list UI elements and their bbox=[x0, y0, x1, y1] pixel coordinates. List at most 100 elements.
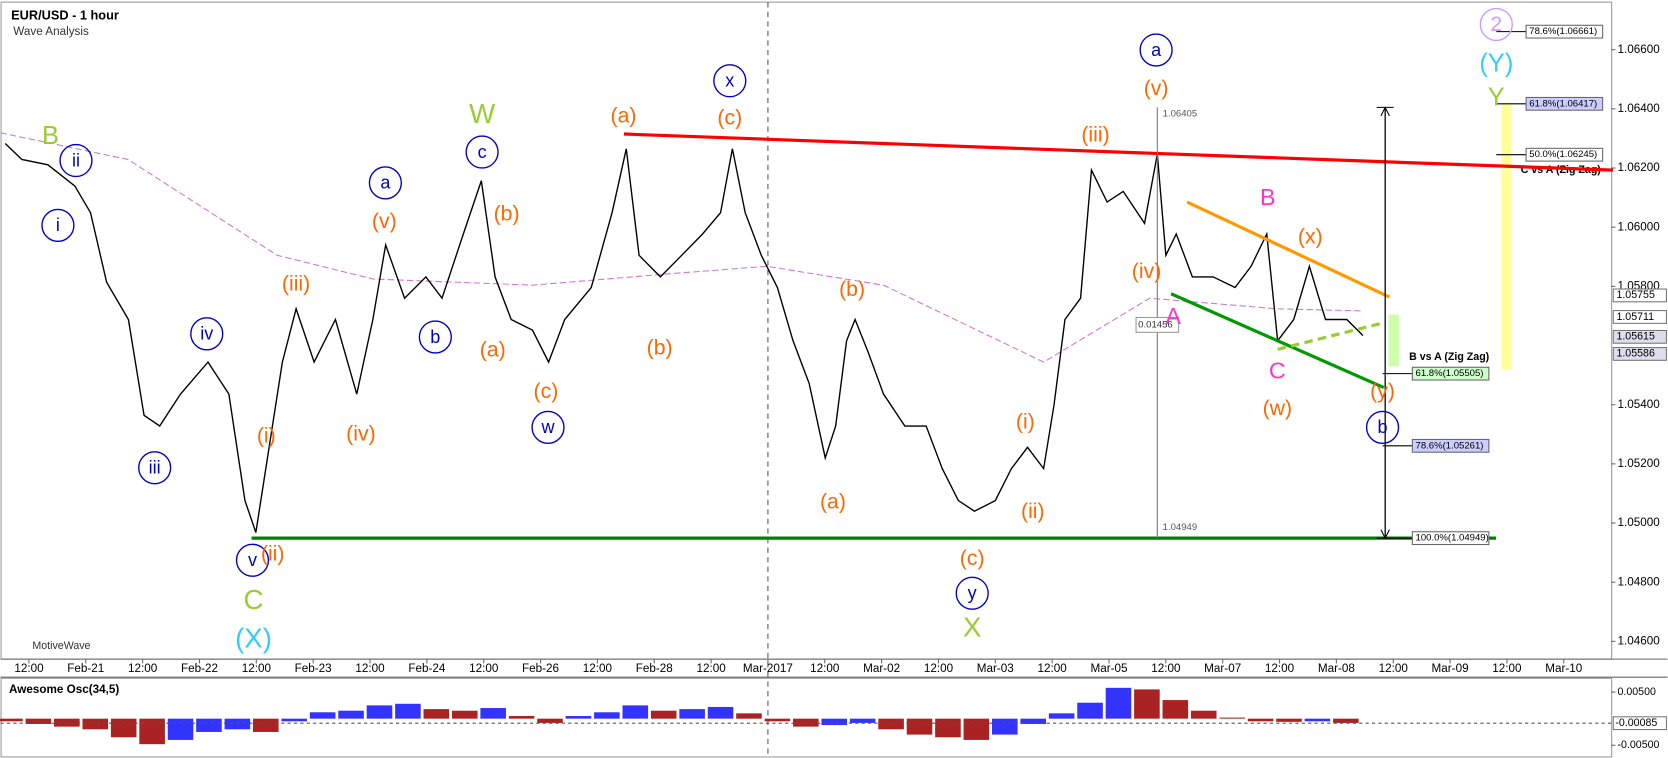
y-tick-label: 1.06400 bbox=[1618, 102, 1661, 115]
wave-circle bbox=[955, 576, 989, 610]
osc-bar bbox=[1304, 718, 1331, 722]
fib-box bbox=[1525, 147, 1604, 162]
wave-label: B bbox=[42, 122, 59, 150]
x-tick-label: 12:00 bbox=[1265, 662, 1295, 675]
wave-label: (x) bbox=[1298, 225, 1323, 249]
wave-label: y bbox=[968, 583, 977, 603]
wave-circle bbox=[190, 317, 224, 351]
x-tick-label: 12:00 bbox=[1038, 662, 1068, 675]
wave-label: v bbox=[248, 550, 257, 570]
osc-bar bbox=[395, 703, 421, 719]
price-tag bbox=[1612, 329, 1667, 344]
wave-label: (i) bbox=[257, 424, 276, 448]
fib-box bbox=[1411, 531, 1490, 546]
wave-label: (ii) bbox=[261, 542, 285, 566]
wave-label: iv bbox=[200, 324, 213, 344]
x-tick-label: Feb-22 bbox=[181, 662, 218, 675]
osc-tick-label: -0.00500 bbox=[1618, 739, 1660, 751]
osc-bar bbox=[139, 718, 165, 745]
wave-label: b bbox=[430, 327, 440, 347]
wave-label: (c) bbox=[534, 379, 559, 403]
osc-bar bbox=[565, 716, 592, 719]
y-tick-label: 1.05400 bbox=[1618, 398, 1661, 411]
osc-bar bbox=[196, 718, 222, 732]
wave-label: b bbox=[1378, 417, 1388, 437]
osc-bar bbox=[508, 716, 535, 719]
x-tick-label: Mar-02 bbox=[863, 662, 900, 675]
x-tick-label: Mar-07 bbox=[1204, 662, 1241, 675]
trend-line bbox=[1186, 200, 1391, 299]
wave-label: (iv) bbox=[1132, 259, 1162, 283]
osc-bar bbox=[537, 718, 563, 723]
wave-label: (v) bbox=[372, 209, 397, 233]
osc-tick-label: 0.00500 bbox=[1618, 686, 1656, 698]
fib-label: 78.6%(1.05261) bbox=[1416, 440, 1484, 451]
chart-subtitle: Wave Analysis bbox=[13, 25, 89, 38]
wave-label: Y bbox=[1488, 84, 1505, 112]
wave-label: ii bbox=[72, 150, 80, 170]
osc-bar bbox=[309, 712, 336, 719]
wave-circle bbox=[531, 410, 565, 445]
highlight-bar bbox=[1501, 103, 1512, 370]
wave-label: (i) bbox=[1016, 410, 1035, 434]
wave-label: W bbox=[469, 98, 495, 129]
osc-bar bbox=[366, 705, 393, 719]
wave-label: (y) bbox=[1370, 379, 1395, 403]
price-tag-label: 1.05711 bbox=[1616, 311, 1654, 323]
measure-head bbox=[1380, 106, 1390, 117]
measure-label: 1.04949 bbox=[1163, 522, 1198, 533]
x-tick-label: 12:00 bbox=[696, 662, 726, 675]
osc-bar bbox=[1333, 718, 1359, 723]
osc-bar bbox=[764, 718, 791, 722]
wave-circle bbox=[138, 451, 172, 485]
wave-circle bbox=[418, 320, 452, 354]
measure-label: 1.06405 bbox=[1163, 108, 1198, 119]
wave-label: (iii) bbox=[1081, 123, 1109, 147]
wave-label: a bbox=[380, 173, 391, 193]
osc-bar bbox=[281, 718, 308, 722]
wave-label: a bbox=[1151, 40, 1162, 60]
osc-bar bbox=[451, 710, 478, 719]
y-tick-label: 1.06000 bbox=[1618, 220, 1661, 233]
wave-label: x bbox=[725, 71, 734, 91]
x-tick-label: Feb-24 bbox=[408, 662, 446, 675]
x-tick-label: Feb-28 bbox=[636, 662, 673, 675]
osc-bar bbox=[1077, 702, 1103, 719]
price-tag-label: 1.05615 bbox=[1616, 331, 1654, 343]
osc-bar bbox=[110, 718, 137, 738]
osc-bar bbox=[1219, 717, 1245, 719]
x-tick-label: 12:00 bbox=[1151, 662, 1181, 675]
osc-bar bbox=[935, 718, 961, 738]
osc-current-label: -0.00085 bbox=[1615, 717, 1657, 729]
osc-bar bbox=[991, 718, 1018, 735]
wave-label: A bbox=[1165, 303, 1181, 329]
wave-label: (b) bbox=[647, 335, 673, 359]
fib-label: 61.8%(1.05505) bbox=[1416, 368, 1484, 379]
wave-circle bbox=[368, 166, 403, 200]
wave-label: (a) bbox=[480, 337, 506, 361]
osc-bar bbox=[1276, 718, 1302, 722]
osc-bar bbox=[679, 709, 705, 719]
osc-bar bbox=[849, 718, 876, 723]
wave-label: i bbox=[56, 215, 60, 235]
wave-label: (a) bbox=[611, 104, 637, 128]
x-tick-label: Mar-09 bbox=[1432, 662, 1469, 675]
x-tick-label: 12:00 bbox=[242, 662, 272, 675]
wave-circle bbox=[59, 143, 93, 178]
wave-label: (b) bbox=[839, 277, 865, 301]
osc-bar bbox=[1190, 710, 1217, 719]
wave-label: (iii) bbox=[282, 272, 310, 296]
wave-label: B bbox=[1260, 184, 1276, 210]
price-tag bbox=[1612, 347, 1667, 361]
wave-circle bbox=[1479, 7, 1513, 42]
osc-bar bbox=[906, 718, 933, 735]
osc-bar bbox=[338, 710, 364, 719]
wave-circle bbox=[713, 64, 747, 98]
osc-bar bbox=[963, 718, 990, 740]
osc-bar bbox=[423, 709, 450, 719]
price-tag-label: 1.05755 bbox=[1616, 289, 1654, 301]
osc-bar bbox=[480, 708, 506, 719]
x-tick-label: 12:00 bbox=[924, 662, 954, 675]
